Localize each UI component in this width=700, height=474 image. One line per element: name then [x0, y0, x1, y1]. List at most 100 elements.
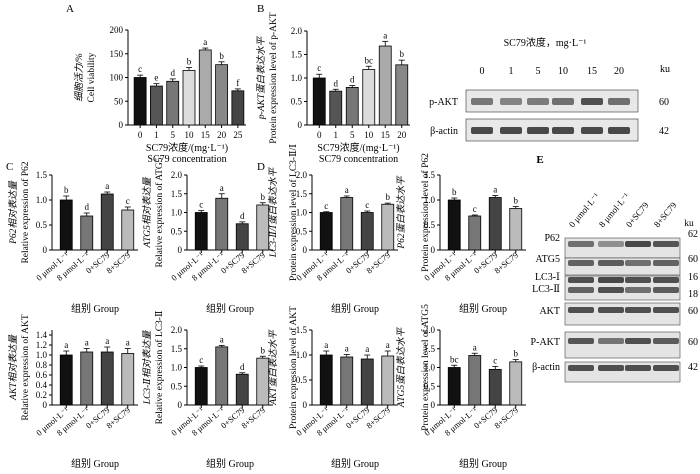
bar [80, 351, 94, 406]
panel-label-b: B [257, 3, 264, 15]
bar [235, 223, 249, 251]
significance-letter: c [126, 196, 130, 206]
y-tick-label: 2.0 [296, 170, 308, 180]
bar [345, 87, 359, 126]
row-label: P-AKT [531, 337, 560, 348]
y-tick-label: 1.5 [296, 189, 308, 199]
ku-value: 42 [659, 126, 669, 137]
bar [447, 199, 461, 251]
x-tick-label: 8+SC79 [239, 405, 267, 431]
x-tick-label: 10 [364, 130, 374, 140]
panel-label-d: D [257, 161, 265, 173]
y-tick-label: 1.0 [296, 350, 308, 360]
band [653, 241, 679, 247]
significance-letter: a [365, 344, 369, 354]
significance-letter: bc [450, 354, 459, 364]
x-tick-label: 0 [317, 130, 322, 140]
y-axis-title-en: Relative expression of ATG5 [154, 157, 165, 267]
ku-value: 60 [659, 97, 669, 108]
y-axis-title-en: Protein expression level of AKT [288, 306, 299, 429]
band [568, 365, 594, 371]
band [653, 338, 679, 344]
chart-c1: 00.51.01.5b0 μmol·L⁻¹d8 μmol·L⁻¹a0+SC79c… [8, 161, 138, 315]
significance-letter: b [514, 196, 519, 206]
y-tick-label: 0.4 [36, 380, 48, 390]
y-tick-label: 1.5 [424, 344, 436, 354]
x-tick-label: 20 [217, 130, 227, 140]
significance-letter: b [514, 349, 519, 359]
bar [509, 361, 523, 406]
y-axis-title-cn: 细胞活力/% [73, 53, 85, 102]
bar [133, 77, 147, 126]
y-axis-title-cn: LC3-Ⅱ相对表达量 [142, 329, 153, 405]
x-axis-title-en: SC79 concentration [147, 154, 226, 165]
lane-label: 0+SC79 [624, 200, 651, 229]
lane-label: 10 [558, 66, 568, 77]
band [568, 338, 594, 344]
y-tick-label: 1.0 [291, 73, 303, 83]
significance-letter: a [345, 344, 349, 354]
bar [256, 357, 270, 406]
y-axis-title-cn: p-AKT蛋白表达水平 [255, 35, 267, 120]
x-axis-title: 组别 Group [331, 457, 379, 470]
bar [59, 354, 73, 406]
ku-label: ku [684, 219, 694, 229]
y-tick-label: 100 [110, 73, 124, 83]
y-axis-title-en: Relative expression of LC3-Ⅱ [154, 311, 165, 425]
band [552, 98, 574, 105]
significance-letter: d [240, 211, 245, 221]
significance-letter: a [324, 340, 328, 350]
bar [319, 212, 333, 251]
bar [381, 203, 395, 251]
y-tick-label: 0 [303, 400, 308, 410]
y-tick-label: 0 [43, 245, 48, 255]
row-label: P62 [544, 233, 560, 244]
y-axis-title-en: Protein expression level of ATG5 [420, 304, 431, 431]
band [653, 307, 679, 313]
significance-letter: e [154, 73, 158, 83]
band [653, 287, 679, 293]
y-tick-label: 0 [431, 400, 436, 410]
y-tick-label: 1.0 [296, 208, 308, 218]
x-axis-title: 组别 Group [71, 302, 119, 315]
significance-letter: c [493, 355, 497, 365]
row-label: β-actin [532, 362, 560, 373]
band [625, 287, 651, 293]
band [471, 127, 493, 134]
x-tick-label: 8+SC79 [104, 250, 132, 276]
bar [231, 90, 245, 126]
significance-letter: b [261, 345, 266, 355]
y-tick-label: 2.0 [171, 170, 183, 180]
y-axis-title-cn: P62相对表达量 [8, 180, 19, 245]
x-tick-label: 10 [185, 130, 195, 140]
row-label: p-AKT [429, 97, 458, 108]
chart-c3: 00.20.40.60.81.01.21.4a0 μmol·L⁻¹a8 μmol… [8, 314, 138, 470]
y-tick-label: 200 [110, 25, 124, 35]
y-tick-label: 0.5 [291, 97, 303, 107]
lane-label: 1 [509, 66, 514, 77]
significance-letter: c [324, 201, 328, 211]
ku-label: ku [660, 64, 670, 75]
significance-letter: a [85, 338, 89, 348]
x-tick-label: 0 [138, 130, 143, 140]
bar [381, 355, 395, 406]
bar [166, 80, 180, 126]
significance-letter: c [199, 200, 203, 210]
bar [395, 64, 409, 126]
bar [468, 355, 482, 406]
significance-letter: b [386, 192, 391, 202]
x-tick-label: 1 [154, 130, 159, 140]
band [625, 365, 651, 371]
significance-letter: d [350, 75, 355, 85]
bar [360, 212, 374, 251]
bar [447, 367, 461, 406]
y-tick-label: 1.0 [171, 208, 183, 218]
bar [100, 193, 114, 251]
lane-label: 8+SC79 [652, 200, 679, 229]
band [500, 127, 522, 134]
bar [319, 354, 333, 406]
